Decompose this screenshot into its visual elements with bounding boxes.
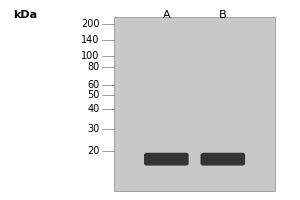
Text: kDa: kDa bbox=[13, 10, 37, 20]
Text: 140: 140 bbox=[81, 35, 100, 45]
Text: 100: 100 bbox=[81, 51, 100, 61]
Bar bbox=[114, 17, 275, 191]
FancyBboxPatch shape bbox=[200, 153, 245, 166]
Text: 20: 20 bbox=[87, 146, 100, 156]
Text: 50: 50 bbox=[87, 90, 100, 100]
Text: B: B bbox=[219, 10, 226, 20]
Text: 60: 60 bbox=[87, 80, 100, 90]
Text: 30: 30 bbox=[87, 124, 100, 134]
Text: 200: 200 bbox=[81, 19, 100, 29]
Text: 40: 40 bbox=[87, 104, 100, 114]
Text: A: A bbox=[163, 10, 170, 20]
Text: 80: 80 bbox=[87, 62, 100, 72]
FancyBboxPatch shape bbox=[144, 153, 189, 166]
